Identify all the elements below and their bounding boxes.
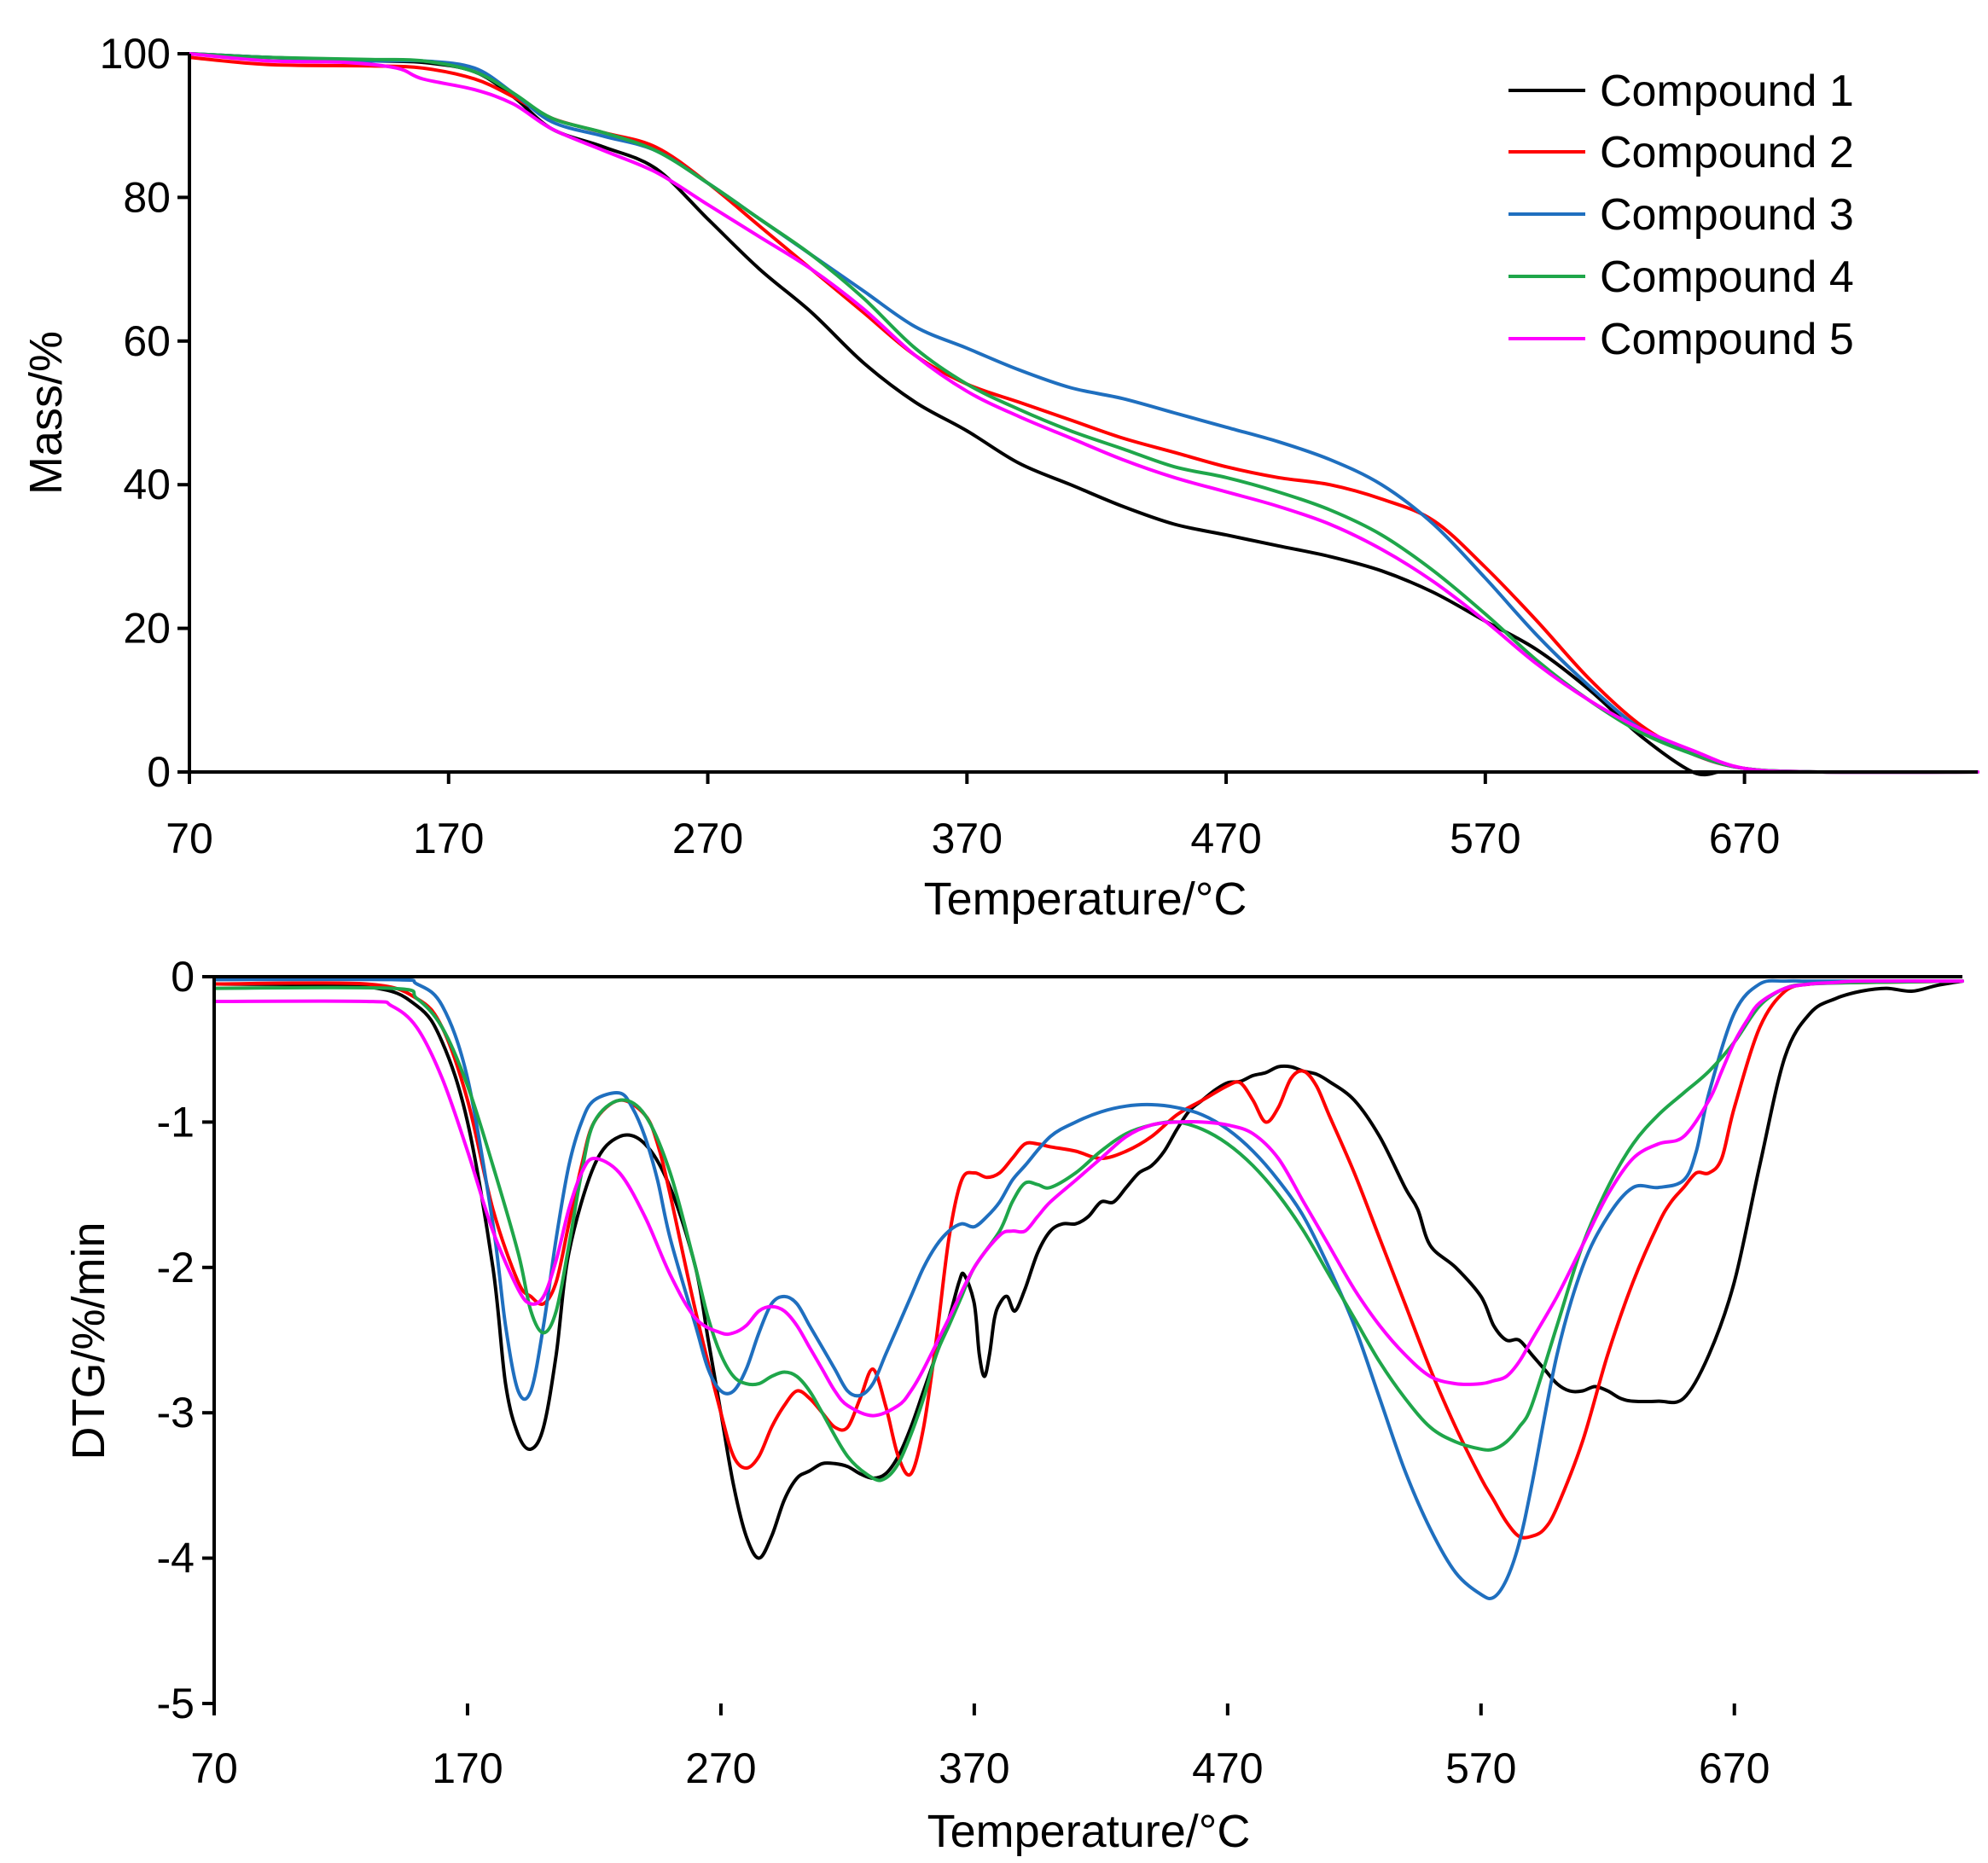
tg-y-tick-label-100: 100 — [100, 30, 171, 78]
tg-panel: 70 170 270 370 470 570 670 0 20 40 60 80 100 Temper… — [20, 30, 1979, 925]
legend-item-compound-2: Compound 2 — [1508, 128, 1854, 177]
tg-series-compound-5 — [188, 52, 1979, 775]
dtg-series-compound-1 — [212, 979, 1964, 1560]
tg-x-tick-label-70: 70 — [166, 815, 213, 862]
dtg-x-tick-label-670: 670 — [1699, 1744, 1770, 1792]
dtg-x-tick-label-370: 370 — [939, 1744, 1009, 1792]
tg-y-tick-label-20: 20 — [123, 605, 171, 653]
dtg-y-tick-label-3: -3 — [157, 1389, 195, 1436]
legend-label-compound-2: Compound 2 — [1600, 128, 1854, 177]
dtg-y-ticks: -5 -4 -3 -2 -1 0 — [157, 953, 214, 1727]
dtg-x-tick-label-570: 570 — [1445, 1744, 1516, 1792]
dtg-y-tick-label-0: 0 — [171, 953, 195, 1001]
dtg-y-tick-label-2: -2 — [157, 1244, 195, 1291]
legend-label-compound-5: Compound 5 — [1600, 315, 1854, 364]
tg-x-ticks: 70 170 270 370 470 570 670 — [166, 772, 1780, 862]
dtg-series-compound-4 — [212, 979, 1964, 1483]
tg-series-compound-2 — [188, 55, 1979, 775]
tg-y-tick-label-60: 60 — [123, 317, 171, 365]
dtg-x-tick-label-170: 170 — [432, 1744, 503, 1792]
legend-item-compound-4: Compound 4 — [1508, 252, 1854, 302]
dtg-y-axis-title: DTG/%/min — [63, 1222, 114, 1460]
tg-x-tick-label-370: 370 — [932, 815, 1003, 862]
tg-x-tick-label-270: 270 — [672, 815, 743, 862]
legend-label-compound-1: Compound 1 — [1600, 67, 1854, 116]
dtg-y-tick-label-5: -5 — [157, 1680, 195, 1727]
dtg-x-axis-title: Temperature/°C — [927, 1806, 1251, 1857]
tg-x-tick-label-670: 670 — [1709, 815, 1780, 862]
legend-label-compound-3: Compound 3 — [1600, 190, 1854, 240]
dtg-series-compound-5 — [212, 978, 1964, 1418]
tg-x-axis-title: Temperature/°C — [924, 873, 1247, 925]
legend-item-compound-1: Compound 1 — [1508, 67, 1854, 116]
tg-x-tick-label-470: 470 — [1190, 815, 1261, 862]
tg-series-group — [188, 52, 1979, 777]
dtg-x-tick-label-470: 470 — [1192, 1744, 1263, 1792]
dtg-y-tick-label-1: -1 — [157, 1098, 195, 1146]
dtg-y-tick-label-4: -4 — [157, 1535, 195, 1582]
legend-item-compound-5: Compound 5 — [1508, 315, 1854, 364]
tg-y-axis-title: Mass/% — [20, 331, 72, 495]
tg-y-tick-label-40: 40 — [123, 461, 171, 508]
legend-label-compound-4: Compound 4 — [1600, 252, 1854, 302]
dtg-panel: 70 170 270 370 470 570 670 -5 -4 -3 -2 -1 0 Tempera… — [63, 953, 1964, 1857]
tg-y-tick-label-80: 80 — [123, 173, 171, 221]
tg-x-tick-label-170: 170 — [413, 815, 484, 862]
dtg-x-tick-label-270: 270 — [685, 1744, 756, 1792]
legend-item-compound-3: Compound 3 — [1508, 190, 1854, 240]
legend: Compound 1 Compound 2 Compound 3 Compoun… — [1508, 67, 1854, 364]
tg-y-tick-label-0: 0 — [147, 748, 171, 796]
dtg-series-compound-3 — [212, 978, 1964, 1601]
tg-x-tick-label-570: 570 — [1450, 815, 1520, 862]
dtg-x-tick-label-70: 70 — [190, 1744, 238, 1792]
dtg-x-ticks: 70 170 270 370 470 570 670 — [190, 1703, 1770, 1792]
tg-y-ticks: 0 20 40 60 80 100 — [100, 30, 189, 796]
dtg-series-group — [212, 978, 1964, 1601]
